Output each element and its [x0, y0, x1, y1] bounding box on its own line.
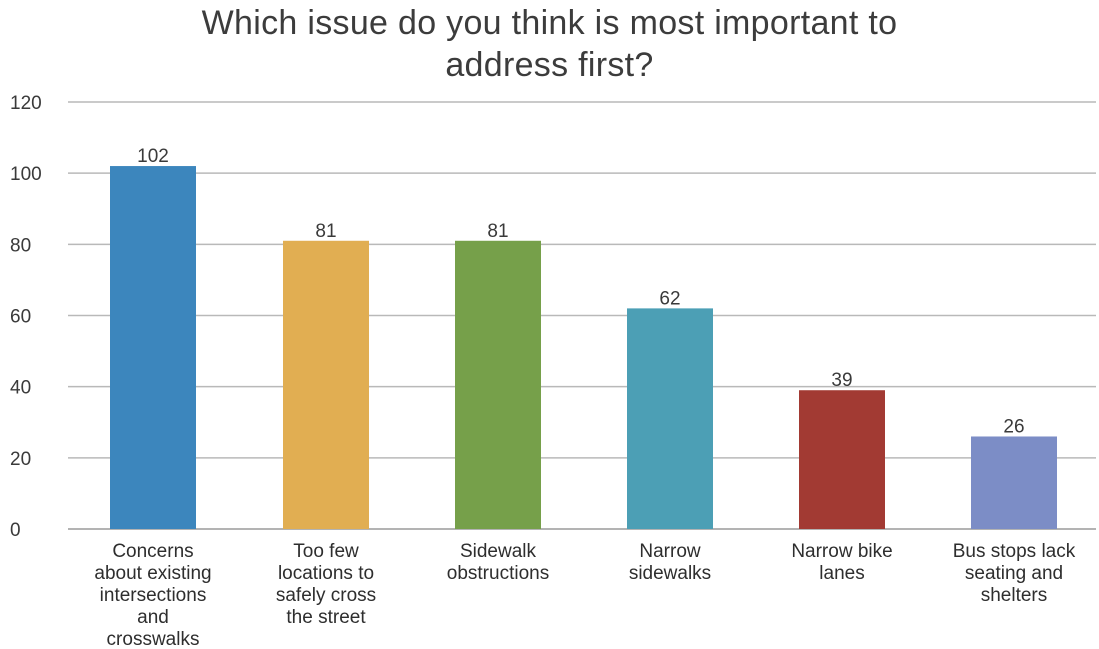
category-label-5: Narrow bike lanes — [791, 541, 892, 584]
category-label-line: safely cross — [276, 585, 376, 606]
category-label-line: Bus stops lack — [953, 541, 1076, 562]
bar-5 — [799, 390, 885, 529]
category-label-3: Sidewalk obstructions — [447, 541, 549, 584]
bar-4 — [627, 308, 713, 529]
category-label-2: Too few locations to safely cross the stree… — [276, 541, 376, 628]
category-label-line: and — [137, 607, 169, 628]
data-label-1: 102 — [137, 146, 169, 167]
category-label-line: Sidewalk — [460, 541, 537, 562]
category-label-line: Narrow bike — [791, 541, 892, 562]
y-tick-label-0: 0 — [10, 520, 21, 541]
bar-3 — [455, 240, 541, 529]
data-label-4: 62 — [659, 288, 680, 309]
bars — [110, 166, 1057, 530]
category-label-4: Narrow sidewalks — [629, 541, 711, 584]
category-label-line: locations to — [278, 563, 374, 584]
y-axis-ticks: 0 20 40 60 80 100 120 — [10, 93, 42, 541]
x-axis-categories: Concerns about existing intersections and cr… — [94, 541, 1075, 649]
data-label-2: 81 — [315, 221, 336, 242]
category-label-6: Bus stops lack seating and shelters — [953, 541, 1076, 606]
category-label-line: sidewalks — [629, 563, 711, 584]
chart-title: Which issue do you think is most importa… — [0, 2, 1099, 86]
y-tick-label-120: 120 — [10, 93, 42, 114]
chart-title-line-1: Which issue do you think is most importa… — [201, 4, 898, 42]
bar-6 — [971, 436, 1057, 529]
data-labels: 102 81 81 62 39 26 — [137, 146, 1024, 437]
y-tick-label-20: 20 — [10, 449, 31, 470]
category-label-line: Concerns — [112, 541, 193, 562]
chart-title-line-2: address first? — [445, 46, 654, 84]
category-label-line: intersections — [100, 585, 207, 606]
category-label-line: shelters — [981, 585, 1048, 606]
gridlines — [68, 101, 1096, 530]
y-tick-label-100: 100 — [10, 164, 42, 185]
y-tick-label-80: 80 — [10, 235, 31, 256]
y-tick-label-40: 40 — [10, 378, 31, 399]
data-label-5: 39 — [831, 370, 852, 391]
category-label-line: Narrow — [639, 541, 701, 562]
bar-2 — [283, 240, 369, 529]
category-label-line: about existing — [94, 563, 211, 584]
y-tick-label-60: 60 — [10, 307, 31, 328]
data-label-3: 81 — [487, 221, 508, 242]
bar-1 — [110, 166, 196, 530]
category-label-line: crosswalks — [107, 629, 200, 649]
category-label-line: Too few — [293, 541, 359, 562]
category-label-line: seating and — [965, 563, 1063, 584]
data-label-6: 26 — [1003, 416, 1024, 437]
category-label-line: lanes — [819, 563, 864, 584]
category-label-line: obstructions — [447, 563, 549, 584]
category-label-line: the street — [286, 607, 366, 628]
category-label-1: Concerns about existing intersections and cr… — [94, 541, 211, 649]
